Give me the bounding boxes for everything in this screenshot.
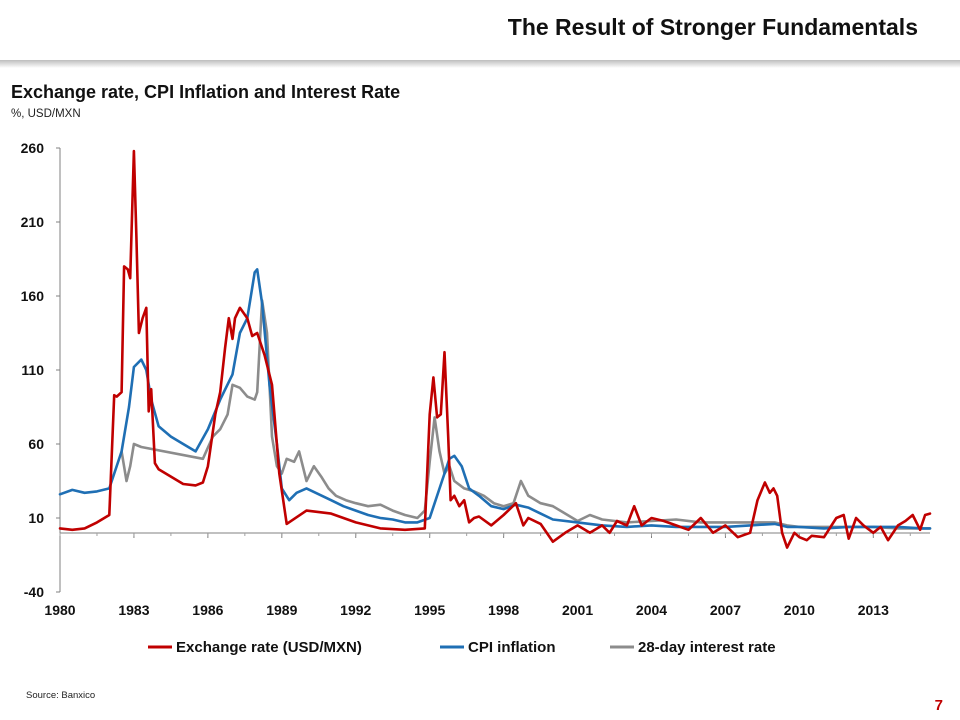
series-line-0 bbox=[58, 149, 932, 549]
slide-title: The Result of Stronger Fundamentals bbox=[507, 14, 918, 40]
page-number: 7 bbox=[934, 697, 943, 714]
y-tick-label: 60 bbox=[28, 436, 44, 452]
source-note: Source: Banxico bbox=[26, 690, 96, 701]
legend-label-1: CPI inflation bbox=[468, 639, 556, 656]
series-line-1 bbox=[58, 268, 932, 530]
x-tick-label: 2010 bbox=[784, 602, 815, 618]
x-tick-label: 1995 bbox=[414, 602, 445, 618]
x-tick-label: 2007 bbox=[710, 602, 741, 618]
y-tick-label: 160 bbox=[21, 288, 45, 304]
x-tick-label: 1986 bbox=[192, 602, 223, 618]
y-tick-label: 110 bbox=[21, 362, 44, 378]
chart-legend: Exchange rate (USD/MXN) CPI inflation 28-d… bbox=[148, 639, 776, 656]
y-tick-label: 260 bbox=[21, 140, 45, 156]
series-line-2 bbox=[120, 299, 932, 530]
x-tick-label: 1983 bbox=[118, 602, 149, 618]
x-tick-label: 2004 bbox=[636, 602, 667, 618]
chart-series bbox=[58, 149, 932, 549]
x-tick-label: 2001 bbox=[562, 602, 593, 618]
chart-title: Exchange rate, CPI Inflation and Interes… bbox=[11, 82, 401, 102]
y-tick-label: 10 bbox=[28, 510, 44, 526]
x-tick-label: 1980 bbox=[44, 602, 75, 618]
chart-axes: -40 10 60 110 160 210 260 1980 1983 1986 1989 1992 1… bbox=[21, 140, 930, 618]
y-tick-label: 210 bbox=[21, 214, 45, 230]
chart-subtitle: %, USD/MXN bbox=[11, 108, 81, 120]
x-tick-label: 2013 bbox=[858, 602, 889, 618]
x-tick-label: 1992 bbox=[340, 602, 371, 618]
legend-label-0: Exchange rate (USD/MXN) bbox=[176, 639, 362, 656]
title-divider bbox=[0, 60, 960, 68]
legend-label-2: 28-day interest rate bbox=[638, 639, 776, 656]
y-tick-label: -40 bbox=[24, 584, 44, 600]
x-tick-label: 1998 bbox=[488, 602, 519, 618]
x-tick-label: 1989 bbox=[266, 602, 297, 618]
